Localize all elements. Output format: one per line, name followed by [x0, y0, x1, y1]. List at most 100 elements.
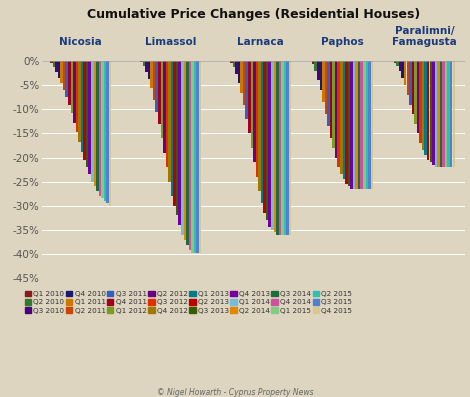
Bar	[145, 61, 148, 72]
Bar	[173, 61, 176, 206]
Bar	[60, 61, 63, 83]
Bar	[181, 61, 183, 235]
Bar	[314, 61, 317, 71]
Bar	[158, 61, 160, 124]
Bar	[143, 61, 145, 66]
Bar	[230, 61, 233, 63]
Bar	[417, 61, 419, 133]
Bar	[91, 61, 94, 181]
Bar	[256, 61, 258, 177]
Bar	[104, 61, 106, 201]
Bar	[266, 61, 268, 220]
Bar	[327, 61, 330, 126]
Bar	[445, 61, 447, 167]
Bar	[261, 61, 263, 203]
Bar	[284, 61, 286, 235]
Bar	[68, 61, 70, 104]
Bar	[322, 61, 325, 102]
Bar	[317, 61, 320, 81]
Bar	[194, 61, 196, 253]
Bar	[437, 61, 440, 167]
Bar	[325, 61, 327, 114]
Bar	[55, 61, 58, 72]
Bar	[432, 61, 435, 165]
Bar	[312, 61, 314, 64]
Bar	[248, 61, 251, 133]
Bar	[358, 61, 360, 189]
Bar	[94, 61, 96, 187]
Bar	[335, 61, 337, 158]
Bar	[440, 61, 442, 167]
Bar	[106, 61, 109, 203]
Bar	[353, 61, 355, 189]
Bar	[245, 61, 248, 119]
Bar	[101, 61, 104, 198]
Bar	[156, 61, 158, 112]
Bar	[360, 61, 363, 189]
Bar	[371, 61, 373, 189]
Bar	[153, 61, 156, 100]
Bar	[268, 61, 271, 227]
Bar	[399, 61, 401, 71]
Bar	[240, 61, 243, 93]
Bar	[427, 61, 430, 160]
Bar	[279, 61, 281, 235]
Bar	[281, 61, 284, 235]
Bar	[401, 61, 404, 78]
Bar	[191, 61, 194, 253]
Bar	[86, 61, 88, 167]
Legend: Q1 2010, Q2 2010, Q3 2010, Q4 2010, Q1 2011, Q2 2011, Q3 2011, Q4 2011, Q1 2012,: Q1 2010, Q2 2010, Q3 2010, Q4 2010, Q1 2…	[25, 291, 352, 314]
Bar	[435, 61, 437, 167]
Bar	[396, 61, 399, 66]
Bar	[140, 61, 142, 62]
Bar	[453, 61, 455, 167]
Bar	[176, 61, 179, 215]
Bar	[414, 61, 417, 124]
Bar	[447, 61, 450, 167]
Bar	[442, 61, 445, 167]
Bar	[320, 61, 322, 90]
Title: Cumulative Price Changes (Residential Houses): Cumulative Price Changes (Residential Ho…	[87, 8, 421, 21]
Bar	[345, 61, 348, 184]
Bar	[258, 61, 261, 191]
Bar	[186, 61, 188, 245]
Bar	[263, 61, 266, 213]
Bar	[340, 61, 343, 174]
Bar	[196, 61, 199, 253]
Bar	[165, 61, 168, 167]
Bar	[350, 61, 353, 189]
Bar	[394, 61, 396, 63]
Bar	[251, 61, 253, 148]
Bar	[168, 61, 171, 181]
Bar	[188, 61, 191, 250]
Bar	[271, 61, 274, 230]
Bar	[65, 61, 68, 97]
Bar	[332, 61, 335, 148]
Bar	[199, 61, 202, 253]
Bar	[150, 61, 153, 88]
Bar	[235, 61, 238, 74]
Bar	[233, 61, 235, 67]
Bar	[330, 61, 332, 138]
Bar	[409, 61, 412, 104]
Bar	[243, 61, 245, 104]
Bar	[412, 61, 414, 114]
Bar	[366, 61, 368, 189]
Bar	[88, 61, 91, 174]
Bar	[58, 61, 60, 77]
Bar	[179, 61, 181, 225]
Bar	[404, 61, 407, 85]
Bar	[337, 61, 340, 167]
Bar	[83, 61, 86, 160]
Bar	[163, 61, 165, 153]
Bar	[53, 61, 55, 67]
Bar	[286, 61, 289, 235]
Bar	[78, 61, 81, 142]
Bar	[96, 61, 99, 191]
Bar	[63, 61, 65, 90]
Bar	[50, 61, 53, 63]
Bar	[161, 61, 163, 138]
Bar	[430, 61, 432, 162]
Bar	[148, 61, 150, 79]
Bar	[355, 61, 358, 189]
